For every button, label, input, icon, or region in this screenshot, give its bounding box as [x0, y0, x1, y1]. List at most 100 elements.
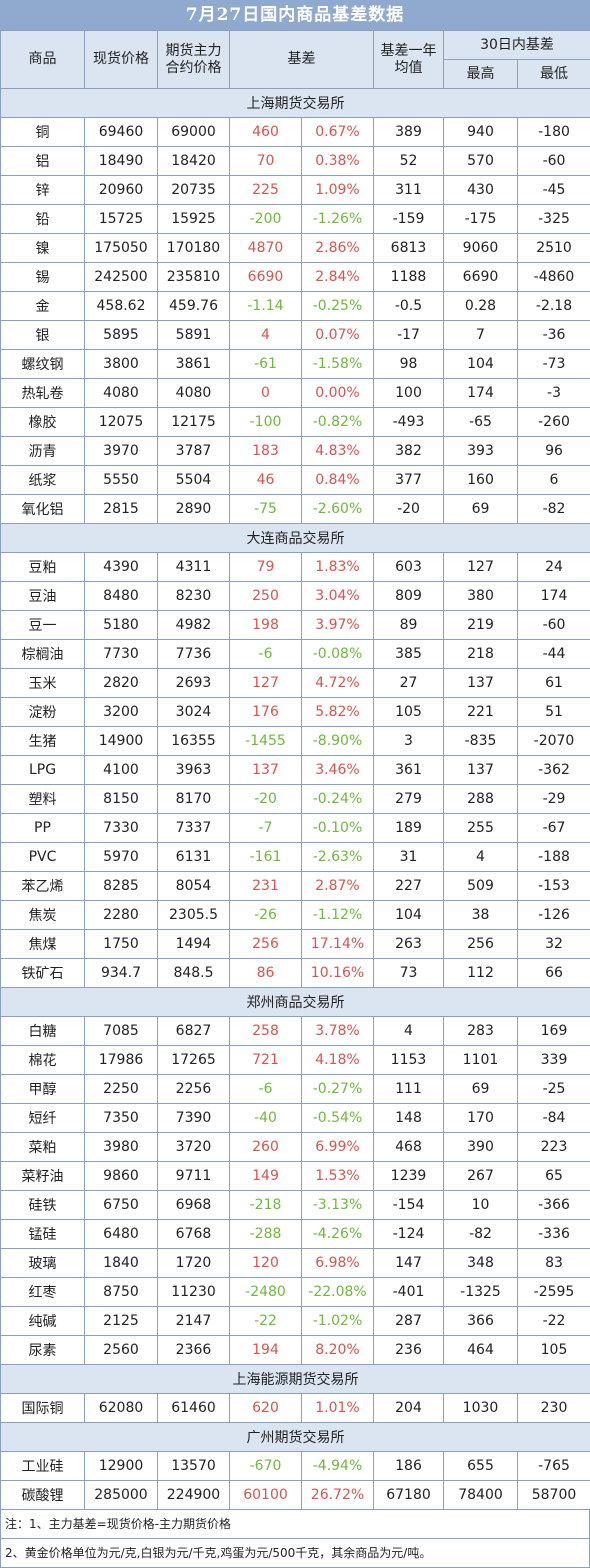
cell-year-avg: 98 — [374, 350, 444, 379]
cell-spot-price: 2280 — [85, 901, 158, 930]
exchange-name: 上海能源期货交易所 — [1, 1365, 590, 1394]
cell-commodity: 短纤 — [1, 1104, 85, 1133]
cell-year-avg: -154 — [374, 1191, 444, 1220]
cell-30day-high: 0.28 — [444, 292, 518, 321]
cell-year-avg: 311 — [374, 176, 444, 205]
cell-year-avg: 809 — [374, 582, 444, 611]
cell-30day-low: -84 — [518, 1104, 590, 1133]
cell-commodity: 硅铁 — [1, 1191, 85, 1220]
cell-30day-low: -73 — [518, 350, 590, 379]
cell-basis-value: 258 — [230, 1017, 302, 1046]
cell-year-avg: 186 — [374, 1452, 444, 1481]
cell-basis-pct: 1.53% — [302, 1162, 374, 1191]
cell-30day-high: 112 — [444, 959, 518, 988]
cell-30day-low: -188 — [518, 843, 590, 872]
cell-30day-high: 1030 — [444, 1394, 518, 1423]
cell-basis-value: 86 — [230, 959, 302, 988]
cell-basis-value: 4 — [230, 321, 302, 350]
cell-year-avg: 468 — [374, 1133, 444, 1162]
cell-futures-price: 8054 — [158, 872, 230, 901]
cell-futures-price: 15925 — [158, 205, 230, 234]
cell-spot-price: 12900 — [85, 1452, 158, 1481]
cell-commodity: 纸浆 — [1, 466, 85, 495]
basis-table: 商品 现货价格 期货主力 合约价格 基差 基差一年 均值 30日内基差 最高 最… — [0, 30, 590, 1510]
cell-commodity: 锡 — [1, 263, 85, 292]
cell-spot-price: 8150 — [85, 785, 158, 814]
cell-30day-low: -2.18 — [518, 292, 590, 321]
cell-commodity: 铅 — [1, 205, 85, 234]
cell-year-avg: -401 — [374, 1278, 444, 1307]
cell-30day-low: 169 — [518, 1017, 590, 1046]
cell-futures-price: 16355 — [158, 727, 230, 756]
cell-30day-low: -29 — [518, 785, 590, 814]
cell-30day-high: 940 — [444, 118, 518, 147]
cell-year-avg: 31 — [374, 843, 444, 872]
cell-basis-pct: -22.08% — [302, 1278, 374, 1307]
cell-basis-pct: -2.60% — [302, 495, 374, 524]
cell-futures-price: 13570 — [158, 1452, 230, 1481]
cell-commodity: 银 — [1, 321, 85, 350]
cell-commodity: 沥青 — [1, 437, 85, 466]
cell-basis-value: 256 — [230, 930, 302, 959]
cell-year-avg: 3 — [374, 727, 444, 756]
cell-basis-value: 0 — [230, 379, 302, 408]
exchange-name: 上海期货交易所 — [1, 89, 590, 118]
cell-30day-low: 24 — [518, 553, 590, 582]
cell-30day-low: 223 — [518, 1133, 590, 1162]
cell-spot-price: 4080 — [85, 379, 158, 408]
cell-year-avg: 27 — [374, 669, 444, 698]
cell-spot-price: 2820 — [85, 669, 158, 698]
cell-basis-pct: 0.00% — [302, 379, 374, 408]
cell-futures-price: 7337 — [158, 814, 230, 843]
cell-futures-price: 4311 — [158, 553, 230, 582]
cell-spot-price: 7330 — [85, 814, 158, 843]
cell-basis-pct: 2.87% — [302, 872, 374, 901]
cell-futures-price: 4982 — [158, 611, 230, 640]
cell-spot-price: 3970 — [85, 437, 158, 466]
cell-basis-value: -161 — [230, 843, 302, 872]
cell-30day-low: -180 — [518, 118, 590, 147]
cell-year-avg: 52 — [374, 147, 444, 176]
cell-commodity: 锰硅 — [1, 1220, 85, 1249]
cell-year-avg: -124 — [374, 1220, 444, 1249]
cell-basis-value: -26 — [230, 901, 302, 930]
cell-commodity: 玻璃 — [1, 1249, 85, 1278]
cell-basis-value: 460 — [230, 118, 302, 147]
cell-spot-price: 458.62 — [85, 292, 158, 321]
cell-basis-pct: 2.86% — [302, 234, 374, 263]
cell-futures-price: 4080 — [158, 379, 230, 408]
cell-30day-high: 1101 — [444, 1046, 518, 1075]
cell-basis-pct: 4.18% — [302, 1046, 374, 1075]
cell-basis-pct: -0.08% — [302, 640, 374, 669]
cell-30day-low: 65 — [518, 1162, 590, 1191]
cell-commodity: 苯乙烯 — [1, 872, 85, 901]
cell-year-avg: -493 — [374, 408, 444, 437]
cell-spot-price: 2560 — [85, 1336, 158, 1365]
cell-futures-price: 848.5 — [158, 959, 230, 988]
cell-futures-price: 7390 — [158, 1104, 230, 1133]
cell-30day-low: 105 — [518, 1336, 590, 1365]
cell-futures-price: 18420 — [158, 147, 230, 176]
cell-basis-pct: 6.98% — [302, 1249, 374, 1278]
cell-spot-price: 5970 — [85, 843, 158, 872]
cell-30day-high: -82 — [444, 1220, 518, 1249]
page-title: 7月27日国内商品基差数据 — [0, 0, 590, 30]
cell-basis-pct: -8.90% — [302, 727, 374, 756]
cell-futures-price: 11230 — [158, 1278, 230, 1307]
cell-spot-price: 7350 — [85, 1104, 158, 1133]
cell-commodity: 纯碱 — [1, 1307, 85, 1336]
cell-basis-pct: -3.13% — [302, 1191, 374, 1220]
cell-basis-value: -22 — [230, 1307, 302, 1336]
cell-futures-price: 2147 — [158, 1307, 230, 1336]
